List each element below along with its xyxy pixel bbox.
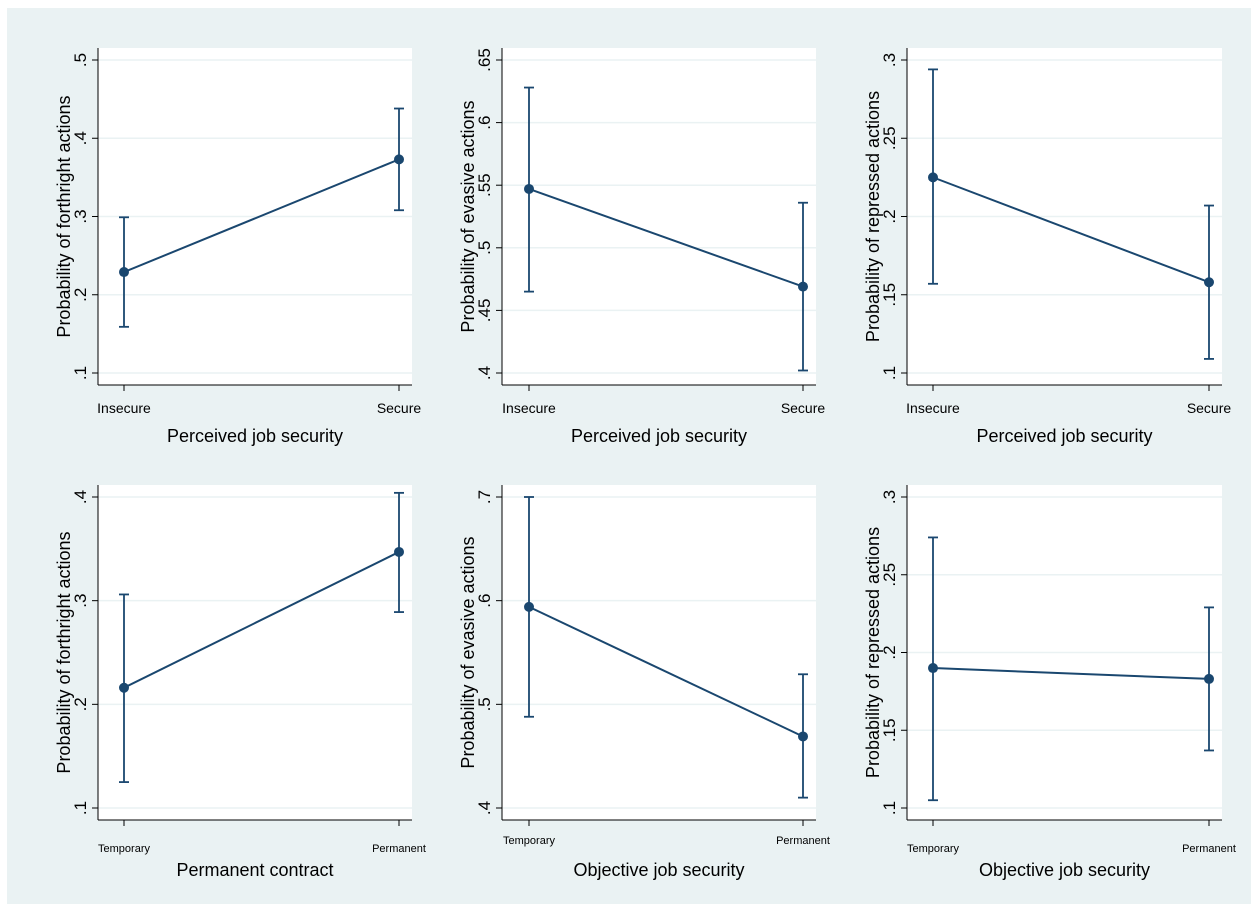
- series-line: [528, 188, 804, 288]
- y-tick-label: .25: [880, 563, 899, 587]
- y-axis-title: Probability of forthright actions: [54, 531, 74, 773]
- y-tick-label: .6: [475, 594, 494, 608]
- x-tick-label: Secure: [1187, 400, 1232, 416]
- data-point: [928, 663, 938, 674]
- x-axis-title: Objective job security: [979, 860, 1150, 880]
- plot-region: [502, 48, 816, 385]
- panel-1: .1 .2 .3 .4 .5 Insecure Secure Perceived job se…: [54, 48, 421, 446]
- y-axis-title: Probability of repressed actions: [863, 91, 883, 342]
- x-axis-title: Perceived job security: [976, 426, 1152, 446]
- data-point: [798, 731, 808, 742]
- y-tick-label: .1: [71, 366, 90, 380]
- plot-region: [502, 485, 816, 820]
- x-tick-label: Temporary: [503, 835, 555, 847]
- series-line: [932, 176, 1210, 284]
- y-tick-label: .5: [475, 697, 494, 711]
- data-point: [119, 267, 129, 278]
- x-tick-label: Insecure: [906, 400, 960, 416]
- data-point: [524, 183, 534, 194]
- panel-5: .4 .5 .6 .7 Temporary Permanent Objective job …: [458, 485, 830, 880]
- series-line: [123, 158, 400, 273]
- y-tick-label: .4: [475, 366, 494, 380]
- y-tick-label: .65: [475, 48, 494, 72]
- y-axis-title: Probability of evasive actions: [458, 100, 478, 332]
- y-axis-title: Probability of forthright actions: [54, 95, 74, 337]
- y-tick-label: .1: [71, 801, 90, 815]
- y-tick-label: .3: [71, 209, 90, 223]
- data-point: [1204, 277, 1214, 288]
- data-point: [1204, 673, 1214, 684]
- y-axis-title: Probability of evasive actions: [458, 536, 478, 768]
- x-axis-title: Perceived job security: [571, 426, 747, 446]
- x-axis-title: Permanent contract: [176, 860, 333, 880]
- y-tick-label: .4: [71, 490, 90, 504]
- series-line: [932, 667, 1210, 680]
- x-tick-label: Permanent: [1182, 843, 1236, 855]
- y-tick-label: .5: [475, 241, 494, 255]
- series-line: [123, 551, 400, 689]
- data-point: [394, 154, 404, 165]
- x-axis-title: Perceived job security: [167, 426, 343, 446]
- y-tick-label: .2: [71, 288, 90, 302]
- panel-3: .1 .15 .2 .25 .3 Insecure Secure Perceived job …: [863, 48, 1231, 446]
- y-tick-label: .5: [71, 53, 90, 67]
- x-tick-label: Secure: [781, 400, 826, 416]
- y-tick-label: .3: [880, 53, 899, 67]
- y-tick-label: .3: [880, 490, 899, 504]
- x-axis-title: Objective job security: [573, 860, 744, 880]
- panel-4: .1 .2 .3 .4 Temporary Permanent Permanent cont…: [54, 485, 426, 880]
- x-tick-label: Insecure: [502, 400, 556, 416]
- y-tick-label: .2: [71, 697, 90, 711]
- y-tick-label: .55: [475, 173, 494, 197]
- plot-region: [98, 485, 412, 820]
- y-tick-label: .6: [475, 116, 494, 130]
- y-tick-label: .45: [475, 299, 494, 323]
- y-tick-label: .2: [880, 209, 899, 223]
- y-tick-label: .1: [880, 801, 899, 815]
- data-point: [394, 546, 404, 557]
- y-tick-label: .3: [71, 594, 90, 608]
- y-tick-label: .1: [880, 366, 899, 380]
- y-tick-label: .2: [880, 645, 899, 659]
- y-tick-label: .15: [880, 283, 899, 307]
- x-tick-label: Secure: [377, 400, 422, 416]
- x-tick-label: Temporary: [907, 843, 959, 855]
- data-point: [524, 601, 534, 612]
- y-tick-label: .15: [880, 718, 899, 742]
- y-axis-title: Probability of repressed actions: [863, 527, 883, 778]
- y-tick-label: .4: [71, 131, 90, 145]
- y-tick-label: .4: [475, 801, 494, 815]
- data-point: [798, 281, 808, 292]
- x-tick-label: Insecure: [97, 400, 151, 416]
- series-line: [528, 605, 804, 738]
- data-point: [119, 682, 129, 693]
- panel-2: .4 .45 .5 .55 .6 .65 Insecure Secure Perceived j…: [458, 48, 825, 446]
- data-point: [928, 172, 938, 183]
- y-tick-label: .7: [475, 490, 494, 504]
- panel-6: .1 .15 .2 .25 .3 Temporary Permanent Objective …: [863, 485, 1236, 880]
- x-tick-label: Permanent: [776, 835, 830, 847]
- x-tick-label: Temporary: [98, 843, 150, 855]
- y-tick-label: .25: [880, 126, 899, 150]
- x-tick-label: Permanent: [372, 843, 426, 855]
